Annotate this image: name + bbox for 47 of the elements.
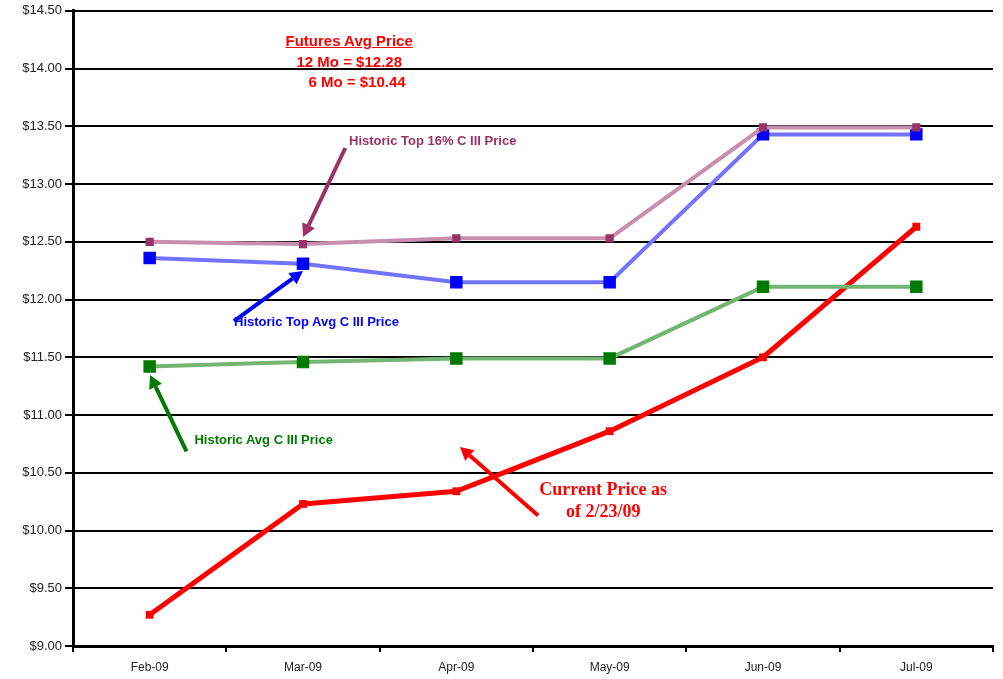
point bbox=[143, 251, 156, 265]
point bbox=[603, 275, 616, 289]
x-tick-label: May-09 bbox=[589, 659, 630, 674]
point bbox=[912, 222, 921, 231]
point bbox=[452, 234, 461, 243]
x-tick-label: Mar-09 bbox=[283, 659, 323, 674]
point bbox=[450, 352, 463, 365]
x-tick-label: Apr-09 bbox=[438, 659, 475, 674]
y-tick-label: $9.50 bbox=[29, 579, 62, 595]
x-tick-label: Feb-09 bbox=[130, 659, 169, 674]
y-tick-label: $10.50 bbox=[22, 464, 62, 480]
point bbox=[145, 610, 154, 619]
y-tick-label: $11.50 bbox=[23, 348, 62, 364]
point bbox=[296, 257, 310, 270]
point bbox=[605, 234, 614, 243]
point bbox=[450, 275, 463, 289]
point bbox=[910, 128, 923, 141]
point bbox=[145, 237, 154, 246]
annotation: 6 Mo = $10.44 bbox=[308, 72, 406, 91]
point bbox=[759, 353, 767, 362]
y-tick-label: $9.00 bbox=[29, 637, 62, 653]
x-tick-label: Jun-09 bbox=[744, 659, 782, 674]
y-tick-label: $13.00 bbox=[22, 175, 62, 191]
series-label: Current Price as of 2/23/09 bbox=[539, 478, 668, 523]
y-tick-label: $11.00 bbox=[23, 406, 62, 422]
point bbox=[143, 360, 156, 373]
point bbox=[910, 280, 923, 294]
point bbox=[912, 123, 921, 132]
x-tick-label: Jul-09 bbox=[899, 659, 933, 674]
annotation: 12 Mo = $12.28 bbox=[296, 52, 402, 71]
point bbox=[605, 427, 614, 436]
annotation: Futures Avg Price bbox=[285, 32, 413, 51]
y-tick-label: $12.50 bbox=[22, 233, 62, 249]
y-tick-label: $14.00 bbox=[22, 60, 62, 76]
point bbox=[452, 487, 461, 496]
point bbox=[603, 352, 616, 365]
point bbox=[299, 500, 307, 508]
y-tick-label: $14.50 bbox=[22, 2, 62, 18]
text: Historic Avg C III Price bbox=[194, 432, 333, 448]
point bbox=[758, 123, 768, 132]
y-tick-label: $13.50 bbox=[22, 117, 62, 133]
text: Historic Top 16% C III Price bbox=[349, 133, 517, 149]
point bbox=[756, 280, 770, 294]
y-tick-label: $10.00 bbox=[22, 522, 62, 538]
point bbox=[298, 239, 308, 249]
point bbox=[296, 355, 310, 369]
y-tick-label: $12.00 bbox=[22, 291, 62, 307]
